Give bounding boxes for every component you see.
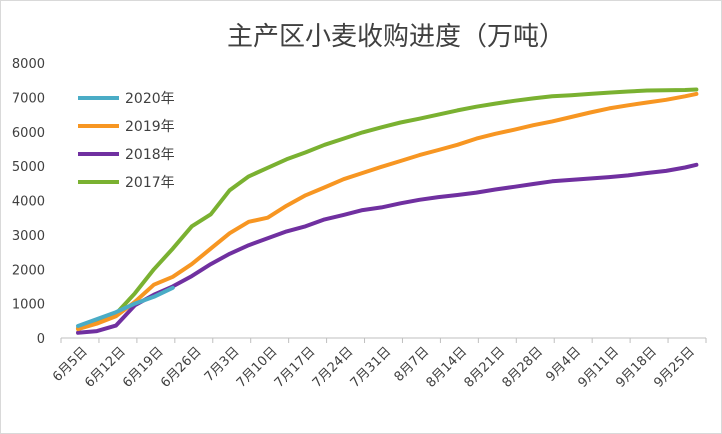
legend-label: 2020年 xyxy=(125,91,175,107)
series-line-2019年 xyxy=(76,91,699,332)
y-tick-label: 3000 xyxy=(12,229,45,244)
x-tick-label: 8月21日 xyxy=(462,344,509,391)
y-tick-label: 7000 xyxy=(12,91,45,106)
series-line-2018年 xyxy=(76,162,699,335)
x-tick-label: 7月17日 xyxy=(272,344,319,391)
y-tick-label: 5000 xyxy=(12,160,45,175)
legend-label: 2019年 xyxy=(125,119,175,135)
legend-label: 2018年 xyxy=(125,147,175,163)
chart-title: 主产区小麦收购进度（万吨） xyxy=(227,22,565,52)
legend: 2020年 2019年 2018年 2017年 xyxy=(78,91,175,191)
y-tick-label: 0 xyxy=(37,332,45,347)
x-tick-label: 8月14日 xyxy=(424,344,471,391)
x-tick-label: 9月25日 xyxy=(651,344,698,391)
y-tick-label: 8000 xyxy=(12,57,45,72)
legend-label: 2017年 xyxy=(125,175,175,191)
x-axis: 6月5日6月12日6月19日6月26日7月3日7月10日7月17日7月24日7月… xyxy=(50,337,707,391)
series-line-2017年 xyxy=(76,87,699,331)
y-axis: 0 1000 2000 3000 4000 5000 6000 7000 8000 xyxy=(12,57,45,347)
y-tick-label: 6000 xyxy=(12,126,45,141)
y-tick-label: 2000 xyxy=(12,263,45,278)
series-line-2020年 xyxy=(76,285,175,328)
y-tick-label: 1000 xyxy=(12,298,45,313)
x-tick-label: 7月24日 xyxy=(310,344,357,391)
x-tick-label: 8月28日 xyxy=(500,344,547,391)
series-lines xyxy=(76,87,699,335)
x-tick-label: 6月12日 xyxy=(82,344,129,391)
x-tick-label: 7月10日 xyxy=(234,344,281,391)
x-tick-label: 9月11日 xyxy=(575,344,622,391)
x-tick-label: 7月31日 xyxy=(348,344,395,391)
y-tick-label: 4000 xyxy=(12,195,45,210)
x-tick-label: 9月18日 xyxy=(613,344,660,391)
x-tick-label: 6月19日 xyxy=(120,344,167,391)
x-tick-label: 6月26日 xyxy=(158,344,205,391)
